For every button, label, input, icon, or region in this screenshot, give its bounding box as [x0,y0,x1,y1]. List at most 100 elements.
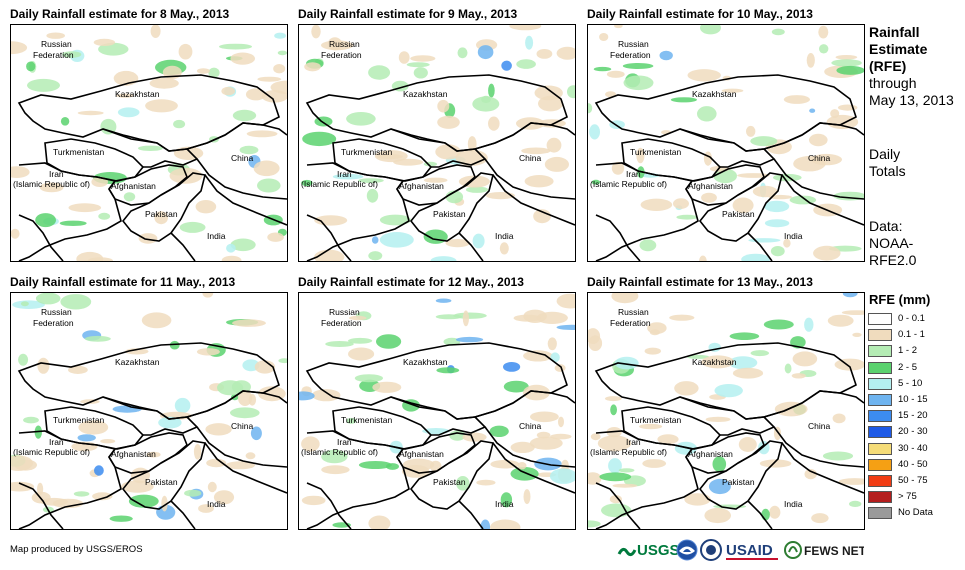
label-pakistan: Pakistan [145,209,178,219]
label-afghanistan: Afghanistan [111,449,156,459]
label-turkmenistan: Turkmenistan [630,415,681,425]
label-kazakhstan: Kazakhstan [692,357,737,367]
label-india: India [784,231,803,241]
usgs-logo: USGS [617,538,687,565]
label-india: India [784,499,803,509]
label-pakistan: Pakistan [722,209,755,219]
side-data: Data: NOAA- RFE2.0 [869,218,916,269]
label-kazakhstan: Kazakhstan [115,89,160,99]
label-turkmenistan: Turkmenistan [341,147,392,157]
label-turkmenistan: Turkmenistan [53,147,104,157]
label-afghanistan: Afghanistan [111,181,156,191]
legend-swatch [868,442,892,455]
legend-label: 5 - 10 [898,377,923,389]
fewsnet-logo-text: FEWS NET [804,544,864,558]
label-china: China [519,153,541,163]
panel-title: Daily Rainfall estimate for 10 May., 201… [587,7,813,21]
rainfall-map-panel: Russian Federation Kazakhstan Turkmenist… [10,24,288,262]
legend-label: 20 - 30 [898,426,928,438]
legend-label: 40 - 50 [898,458,928,470]
country-boundaries [17,74,287,261]
label-russia-1: Russian [618,39,649,49]
label-iran-2: (Islamic Republic of) [13,447,90,457]
side-title-line2: Estimate [869,41,928,57]
label-turkmenistan: Turkmenistan [53,415,104,425]
label-iran-1: Iran [49,437,64,447]
legend-label: 50 - 75 [898,475,928,486]
label-russia-2: Federation [321,318,362,328]
usgs-logo-text: USGS [637,542,680,559]
label-turkmenistan: Turkmenistan [341,415,392,425]
noaa-logo [676,538,698,565]
legend-swatch [868,345,892,358]
side-data-line1: Data: [869,218,903,234]
rainfall-map-panel: Russian Federation Kazakhstan Turkmenist… [587,24,865,262]
label-india: India [495,231,514,241]
usaid-logo: USAID [726,538,780,565]
rainfall-map-panel: Russian Federation Kazakhstan Turkmenist… [10,292,288,530]
label-afghanistan: Afghanistan [399,181,444,191]
label-iran-2: (Islamic Republic of) [301,447,378,457]
label-india: India [207,231,226,241]
label-pakistan: Pakistan [145,477,178,487]
label-china: China [808,421,830,431]
side-daily-line1: Daily [869,146,901,162]
fewsnet-logo: FEWS NET [784,538,867,565]
country-boundaries [594,74,864,261]
panel-title: Daily Rainfall estimate for 9 May., 2013 [298,7,518,21]
legend-label: 1 - 2 [898,345,918,357]
label-russia-2: Federation [610,318,651,328]
label-pakistan: Pakistan [433,209,466,219]
label-india: India [207,499,226,509]
label-russia-2: Federation [610,50,651,60]
rainfall-overlay [301,25,575,261]
side-daily: Daily Totals [869,146,906,180]
panel-title: Daily Rainfall estimate for 8 May., 2013 [10,7,230,21]
rainfall-map-panel: Russian Federation Kazakhstan Turkmenist… [587,292,865,530]
label-iran-2: (Islamic Republic of) [301,179,378,189]
country-boundaries [17,342,287,529]
label-iran-1: Iran [49,169,64,179]
label-kazakhstan: Kazakhstan [403,357,448,367]
label-russia-1: Russian [329,39,360,49]
label-afghanistan: Afghanistan [688,181,733,191]
legend-label: 2 - 5 [898,361,918,373]
legend-label: No Data [898,507,933,519]
legend-swatch [868,377,892,390]
label-russia-1: Russian [618,307,649,317]
label-russia-1: Russian [41,307,72,317]
side-data-line2: NOAA- [869,235,914,251]
label-russia-2: Federation [33,318,74,328]
label-iran-1: Iran [337,437,352,447]
label-pakistan: Pakistan [722,477,755,487]
label-china: China [231,153,253,163]
country-boundaries [305,342,575,529]
legend-swatch [868,410,892,423]
panel-title: Daily Rainfall estimate for 13 May., 201… [587,275,813,289]
rainfall-overlay [299,293,575,529]
country-boundaries [594,342,864,529]
legend-swatch [868,361,892,374]
legend-label: 10 - 15 [898,394,928,405]
label-afghanistan: Afghanistan [688,449,733,459]
legend-label: 0.1 - 1 [898,329,925,341]
label-kazakhstan: Kazakhstan [692,89,737,99]
legend-swatch [868,394,892,406]
label-iran-1: Iran [337,169,352,179]
legend-swatch [868,491,892,504]
dhs-seal-logo [700,538,722,565]
label-russia-2: Federation [33,50,74,60]
side-title: Rainfall Estimate (RFE) through May 13, … [869,24,954,109]
side-title-line3: (RFE) [869,58,907,74]
label-china: China [231,421,253,431]
legend-swatch [868,458,892,471]
label-russia-1: Russian [329,307,360,317]
legend-title: RFE (mm) [869,292,931,307]
rainfall-map-panel: Russian Federation Kazakhstan Turkmenist… [298,24,576,262]
usaid-logo-text: USAID [726,542,773,559]
side-through: through [869,75,917,91]
label-kazakhstan: Kazakhstan [403,89,448,99]
label-china: China [519,421,541,431]
panel-title: Daily Rainfall estimate for 12 May., 201… [298,275,524,289]
side-daily-line2: Totals [869,163,906,179]
